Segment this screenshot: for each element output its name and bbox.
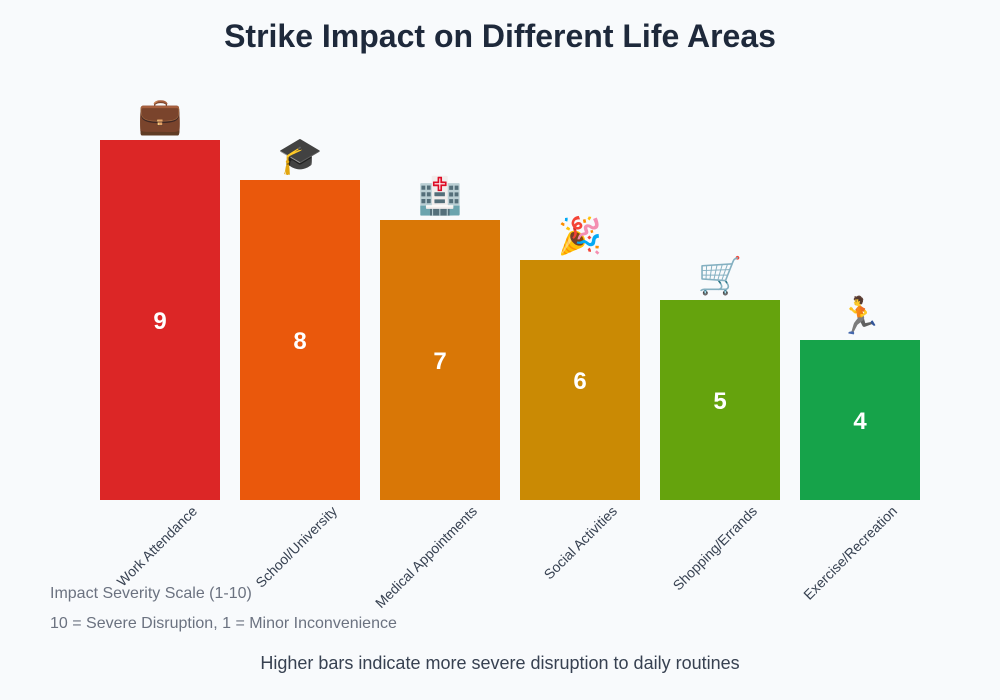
x-tick-label: Exercise/Recreation [800, 503, 900, 603]
data-label: 8 [293, 328, 306, 355]
data-label: 4 [853, 408, 867, 435]
bar [240, 180, 360, 500]
scale-note: Impact Severity Scale (1-10) [50, 585, 252, 602]
data-label: 7 [433, 348, 446, 375]
x-tick-label: Social Activities [541, 503, 621, 583]
data-label: 9 [153, 308, 166, 335]
x-tick-label: Work Attendance [114, 503, 201, 590]
footer-caption: Higher bars indicate more severe disrupt… [260, 653, 740, 673]
data-label: 6 [573, 368, 586, 395]
chart-title: Strike Impact on Different Life Areas [224, 18, 776, 54]
x-tick-label: Shopping/Errands [670, 503, 761, 594]
bar [100, 140, 220, 500]
scale-meaning-note: 10 = Severe Disruption, 1 = Minor Inconv… [50, 615, 397, 632]
bar [800, 340, 920, 500]
data-label: 5 [713, 388, 726, 415]
x-tick-label: Medical Appointments [372, 503, 480, 611]
bar [380, 220, 500, 500]
bar [520, 260, 640, 500]
graduation-cap-icon: 🎓 [278, 135, 323, 176]
party-icon: 🎉 [558, 215, 603, 257]
runner-icon: 🏃 [838, 295, 883, 336]
hospital-icon: 🏥 [418, 175, 463, 216]
bar [660, 300, 780, 500]
shopping-cart-icon: 🛒 [698, 255, 743, 296]
x-tick-label: School/University [252, 503, 340, 591]
briefcase-icon: 💼 [138, 95, 183, 136]
